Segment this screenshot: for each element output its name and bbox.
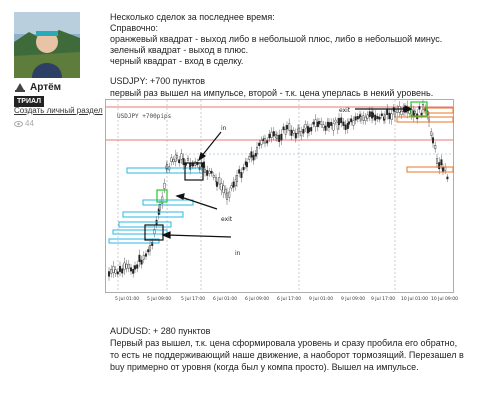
post-line: черный квадрат - вход в сделку. bbox=[110, 56, 244, 66]
annotation-in: in bbox=[221, 125, 227, 132]
annotation-in: in bbox=[235, 250, 241, 257]
post-line: то есть не поддерживающий наше движение,… bbox=[110, 350, 464, 360]
x-tick-label: 6 Jul 17:00 bbox=[277, 296, 301, 302]
x-tick-label: 5 Jul 17:00 bbox=[181, 296, 205, 302]
post-section-audusd: AUDUSD: + 280 пунктов Первый раз вышел, … bbox=[110, 326, 475, 372]
post-line: Несколько сделок за последнее время: bbox=[110, 12, 275, 22]
x-tick-label: 10 Jul 09:00 bbox=[431, 296, 458, 302]
author-row: Артём bbox=[14, 81, 61, 93]
x-tick-label: 5 Jul 09:00 bbox=[147, 296, 171, 302]
author-sidebar: Артём ТРИАЛ Создать личный раздел 44 bbox=[0, 0, 103, 406]
annotation-exit: exit bbox=[339, 107, 351, 114]
x-tick-label: 9 Jul 01:00 bbox=[309, 296, 333, 302]
x-tick-label: 10 Jul 01:00 bbox=[401, 296, 428, 302]
section-title: AUDUSD: + 280 пунктов bbox=[110, 326, 211, 336]
views-counter: 44 bbox=[14, 119, 34, 128]
chart-label: USDJPY +700pips bbox=[117, 113, 172, 120]
eye-icon bbox=[14, 120, 23, 127]
trial-badge: ТРИАЛ bbox=[14, 96, 45, 107]
post-line: зеленый квадрат - выход в плюс. bbox=[110, 45, 249, 55]
post-line: оранжевый квадрат - выход либо в небольш… bbox=[110, 34, 443, 44]
post-line: buy примерно от уровня (когда был у комп… bbox=[110, 362, 419, 372]
hat-icon bbox=[15, 83, 25, 92]
post-line: первый раз вышел на импульсе, второй - т… bbox=[110, 88, 434, 98]
annotation-exit: exit bbox=[221, 216, 233, 223]
x-tick-label: 9 Jul 17:00 bbox=[371, 296, 395, 302]
author-name[interactable]: Артём bbox=[30, 81, 62, 93]
x-tick-label: 6 Jul 09:00 bbox=[245, 296, 269, 302]
create-section-link[interactable]: Создать личный раздел bbox=[14, 106, 103, 115]
x-tick-label: 6 Jul 01:00 bbox=[213, 296, 237, 302]
post-line: Первый раз вышел, т.к. цена сформировала… bbox=[110, 338, 458, 348]
post-line: USDJPY: +700 пунктов bbox=[110, 76, 205, 86]
views-count: 44 bbox=[25, 119, 34, 128]
x-tick-label: 5 Jul 01:00 bbox=[115, 296, 139, 302]
x-tick-label: 9 Jul 09:00 bbox=[341, 296, 365, 302]
price-chart-image[interactable]: USDJPY +700pips bbox=[105, 99, 463, 311]
avatar[interactable] bbox=[14, 12, 80, 78]
post-line: Справочно: bbox=[110, 23, 159, 33]
